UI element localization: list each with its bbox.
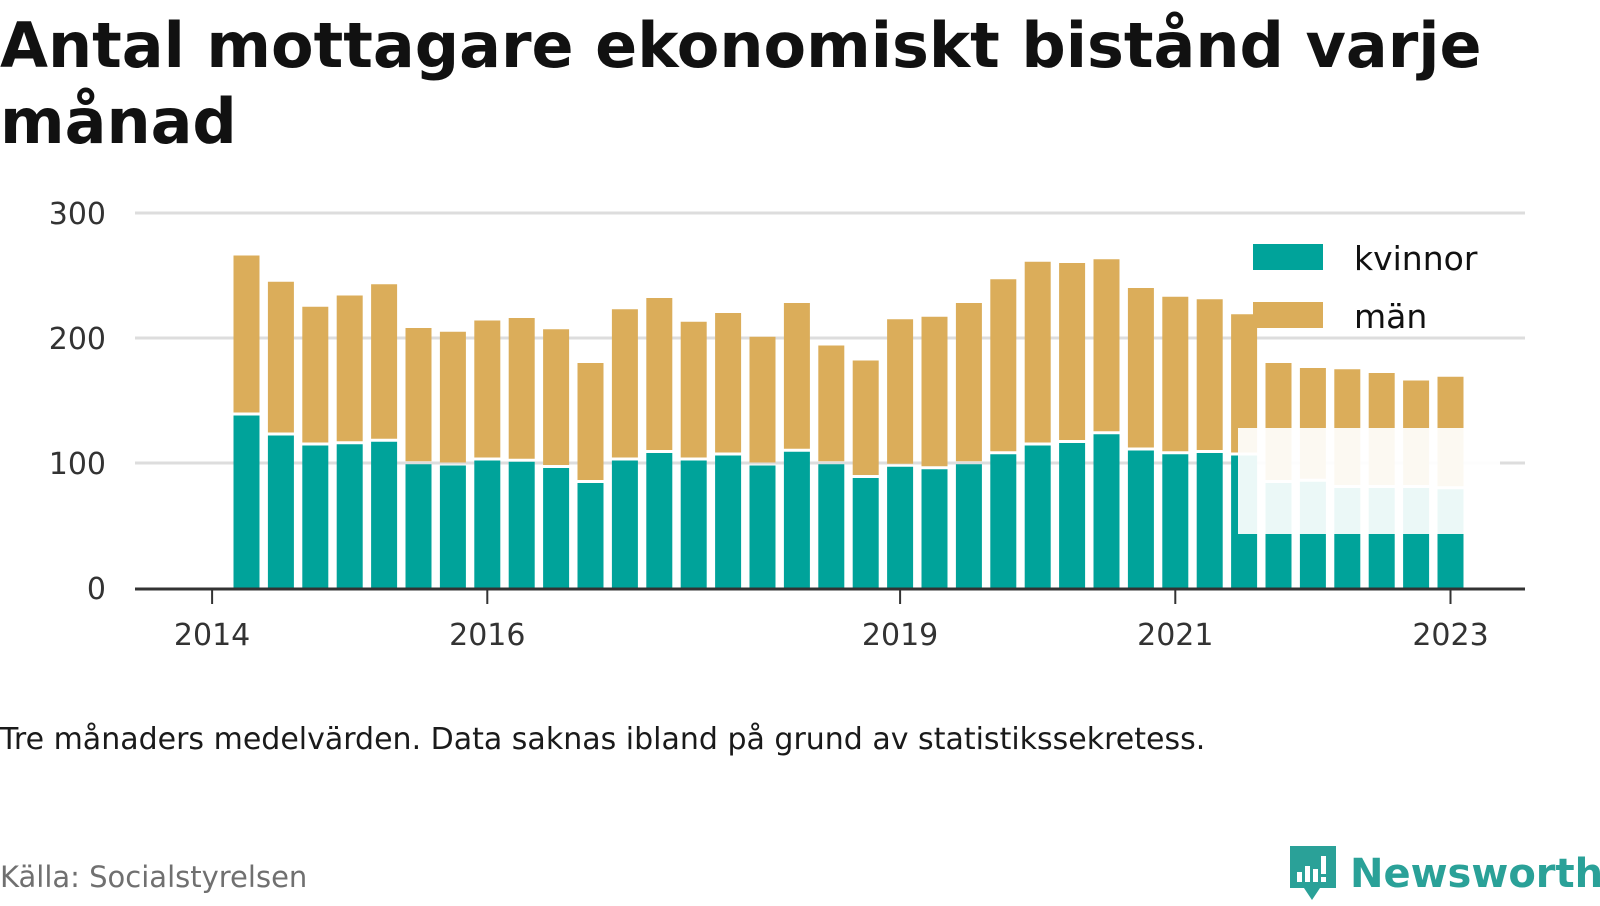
- bar-kvinnor: [1093, 434, 1120, 588]
- legend-label-man: män: [1354, 297, 1427, 336]
- brand-name: Newsworthy: [1350, 851, 1600, 897]
- bar-man: [1127, 288, 1154, 448]
- bar-kvinnor: [474, 460, 501, 588]
- bar-man: [955, 303, 982, 462]
- bar-man: [267, 281, 294, 433]
- bar-man: [336, 295, 363, 442]
- bar-kvinnor: [887, 466, 914, 588]
- y-tick-label: 200: [49, 322, 106, 357]
- bar-man: [1162, 296, 1189, 452]
- bar-kvinnor: [1196, 453, 1223, 588]
- bar-kvinnor: [749, 465, 776, 588]
- x-tick-label: 2023: [1412, 618, 1488, 653]
- bar-kvinnor: [1024, 445, 1051, 588]
- footnote: Tre månaders medelvärden. Data saknas ib…: [0, 722, 1206, 757]
- bar-man: [577, 363, 604, 480]
- bar-man: [439, 331, 466, 463]
- bar-man: [818, 345, 845, 462]
- bar-kvinnor: [371, 441, 398, 588]
- newsworthy-logo: Newsworthy: [1288, 842, 1600, 906]
- bar-man: [1024, 261, 1051, 443]
- legend-label-kvinnor: kvinnor: [1354, 239, 1478, 278]
- bar-man: [921, 316, 948, 467]
- bar-kvinnor: [680, 460, 707, 588]
- legend-swatch-man: [1253, 302, 1323, 328]
- bar-man: [990, 279, 1017, 452]
- chart-title: Antal mottagare ekonomiskt bistånd varje…: [0, 9, 1482, 158]
- bar-man: [474, 320, 501, 458]
- bar-man: [405, 328, 432, 462]
- bar-kvinnor: [439, 465, 466, 588]
- bar-man: [1196, 299, 1223, 450]
- x-tick-label: 2021: [1137, 618, 1213, 653]
- bar-man: [508, 318, 535, 459]
- legend-background: [1238, 428, 1500, 534]
- bar-kvinnor: [1162, 454, 1189, 588]
- bar-man: [715, 313, 742, 453]
- bar-kvinnor: [955, 464, 982, 588]
- bar-kvinnor: [990, 454, 1017, 588]
- bar-kvinnor: [852, 478, 879, 588]
- bar-kvinnor: [336, 444, 363, 588]
- bar-kvinnor: [1059, 443, 1086, 588]
- bar-man: [783, 303, 810, 449]
- bar-kvinnor: [783, 451, 810, 588]
- bar-man: [233, 255, 260, 413]
- bar-man: [749, 336, 776, 463]
- bars: [233, 255, 1464, 588]
- bar-kvinnor: [577, 483, 604, 588]
- bar-kvinnor: [818, 464, 845, 588]
- bar-man: [611, 309, 638, 458]
- bar-kvinnor: [921, 469, 948, 588]
- bar-man: [302, 306, 329, 443]
- bar-man: [1059, 263, 1086, 440]
- x-tick-label: 2016: [449, 618, 525, 653]
- legend: kvinnor män: [1238, 239, 1500, 534]
- stacked-bar-chart: 0 100 200 300 2014 2016 2019 2021 2023 kvinnor …: [49, 197, 1525, 653]
- bar-kvinnor: [508, 461, 535, 588]
- bar-man: [543, 329, 570, 465]
- legend-swatch-kvinnor: [1253, 244, 1323, 270]
- bar-kvinnor: [302, 445, 329, 588]
- x-tick-label: 2014: [174, 618, 250, 653]
- y-tick-label: 300: [49, 197, 106, 232]
- bar-kvinnor: [543, 468, 570, 588]
- x-tick-label: 2019: [862, 618, 938, 653]
- bar-man: [1093, 259, 1120, 432]
- newsworthy-logo-icon: [1290, 846, 1336, 900]
- bar-kvinnor: [1127, 450, 1154, 588]
- bar-man: [646, 298, 673, 450]
- bar-kvinnor: [233, 415, 260, 588]
- source-note: Källa: Socialstyrelsen: [0, 860, 308, 894]
- y-tick-label: 100: [49, 447, 106, 482]
- bar-kvinnor: [715, 455, 742, 588]
- bar-man: [680, 321, 707, 458]
- bar-man: [887, 319, 914, 464]
- bar-kvinnor: [646, 453, 673, 588]
- bar-man: [852, 360, 879, 475]
- bar-kvinnor: [267, 435, 294, 588]
- y-tick-label: 0: [87, 572, 106, 607]
- x-axis-ticks: 2014 2016 2019 2021 2023: [174, 590, 1489, 653]
- y-axis-tick-labels: 0 100 200 300: [49, 197, 106, 607]
- bar-kvinnor: [405, 464, 432, 588]
- bar-kvinnor: [611, 460, 638, 588]
- bar-man: [371, 284, 398, 439]
